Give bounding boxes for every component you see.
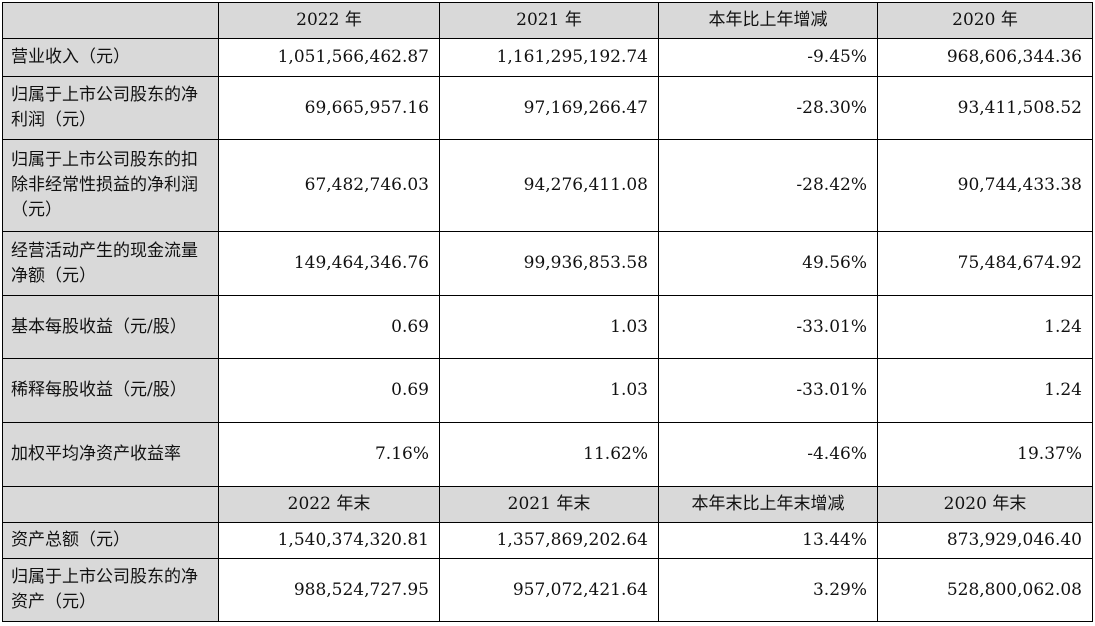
table-row: 经营活动产生的现金流量净额（元） 149,464,346.76 99,936,8… — [2, 231, 1093, 296]
header-cell: 本年末比上年末增减 — [658, 486, 878, 523]
row-label: 归属于上市公司股东的净利润（元） — [2, 76, 219, 140]
row-label: 稀释每股收益（元/股） — [2, 358, 219, 423]
header-cell: 本年比上年增减 — [658, 2, 878, 39]
header-cell: 2022 年末 — [218, 486, 440, 523]
table-row: 营业收入（元） 1,051,566,462.87 1,161,295,192.7… — [2, 38, 1093, 77]
table-row: 归属于上市公司股东的扣除非经常性损益的净利润（元） 67,482,746.03 … — [2, 139, 1093, 232]
row-label: 经营活动产生的现金流量净额（元） — [2, 231, 219, 296]
value-cell: 1,051,566,462.87 — [218, 38, 440, 77]
value-cell: 1,357,869,202.64 — [439, 522, 659, 559]
value-cell: 97,169,266.47 — [439, 76, 659, 140]
row-label: 归属于上市公司股东的净资产（元） — [2, 558, 219, 622]
value-cell: 149,464,346.76 — [218, 231, 440, 296]
value-cell: 3.29% — [658, 558, 878, 622]
value-cell: 1.24 — [877, 295, 1093, 359]
value-cell: -28.30% — [658, 76, 878, 140]
table-row: 归属于上市公司股东的净资产（元） 988,524,727.95 957,072,… — [2, 558, 1093, 622]
value-cell: 69,665,957.16 — [218, 76, 440, 140]
value-cell: 1,540,374,320.81 — [218, 522, 440, 559]
table-row: 稀释每股收益（元/股） 0.69 1.03 -33.01% 1.24 — [2, 358, 1093, 423]
table-row: 基本每股收益（元/股） 0.69 1.03 -33.01% 1.24 — [2, 295, 1093, 359]
value-cell: 11.62% — [439, 422, 659, 487]
table-row: 归属于上市公司股东的净利润（元） 69,665,957.16 97,169,26… — [2, 76, 1093, 140]
value-cell: 968,606,344.36 — [877, 38, 1093, 77]
value-cell: 75,484,674.92 — [877, 231, 1093, 296]
header-corner — [2, 486, 219, 523]
value-cell: 528,800,062.08 — [877, 558, 1093, 622]
table-row: 资产总额（元） 1,540,374,320.81 1,357,869,202.6… — [2, 522, 1093, 559]
header-corner — [2, 2, 219, 39]
value-cell: 49.56% — [658, 231, 878, 296]
header-row: 2022 年 2021 年 本年比上年增减 2020 年 — [2, 2, 1093, 39]
header-row: 2022 年末 2021 年末 本年末比上年末增减 2020 年末 — [2, 486, 1093, 523]
header-cell: 2022 年 — [218, 2, 440, 39]
value-cell: 94,276,411.08 — [439, 139, 659, 232]
value-cell: -9.45% — [658, 38, 878, 77]
value-cell: -33.01% — [658, 358, 878, 423]
row-label: 资产总额（元） — [2, 522, 219, 559]
value-cell: 99,936,853.58 — [439, 231, 659, 296]
value-cell: 1,161,295,192.74 — [439, 38, 659, 77]
value-cell: 13.44% — [658, 522, 878, 559]
value-cell: -28.42% — [658, 139, 878, 232]
row-label: 归属于上市公司股东的扣除非经常性损益的净利润（元） — [2, 139, 219, 232]
value-cell: 0.69 — [218, 295, 440, 359]
header-cell: 2021 年 — [439, 2, 659, 39]
value-cell: 1.24 — [877, 358, 1093, 423]
row-label: 营业收入（元） — [2, 38, 219, 77]
value-cell: 67,482,746.03 — [218, 139, 440, 232]
value-cell: 1.03 — [439, 358, 659, 423]
header-cell: 2021 年末 — [439, 486, 659, 523]
value-cell: 988,524,727.95 — [218, 558, 440, 622]
row-label: 加权平均净资产收益率 — [2, 422, 219, 487]
value-cell: 0.69 — [218, 358, 440, 423]
value-cell: -33.01% — [658, 295, 878, 359]
value-cell: 90,744,433.38 — [877, 139, 1093, 232]
value-cell: 19.37% — [877, 422, 1093, 487]
value-cell: 93,411,508.52 — [877, 76, 1093, 140]
table-row: 加权平均净资产收益率 7.16% 11.62% -4.46% 19.37% — [2, 422, 1093, 487]
value-cell: 873,929,046.40 — [877, 522, 1093, 559]
value-cell: 7.16% — [218, 422, 440, 487]
header-cell: 2020 年 — [877, 2, 1093, 39]
value-cell: 1.03 — [439, 295, 659, 359]
value-cell: 957,072,421.64 — [439, 558, 659, 622]
value-cell: -4.46% — [658, 422, 878, 487]
header-cell: 2020 年末 — [877, 486, 1093, 523]
row-label: 基本每股收益（元/股） — [2, 295, 219, 359]
